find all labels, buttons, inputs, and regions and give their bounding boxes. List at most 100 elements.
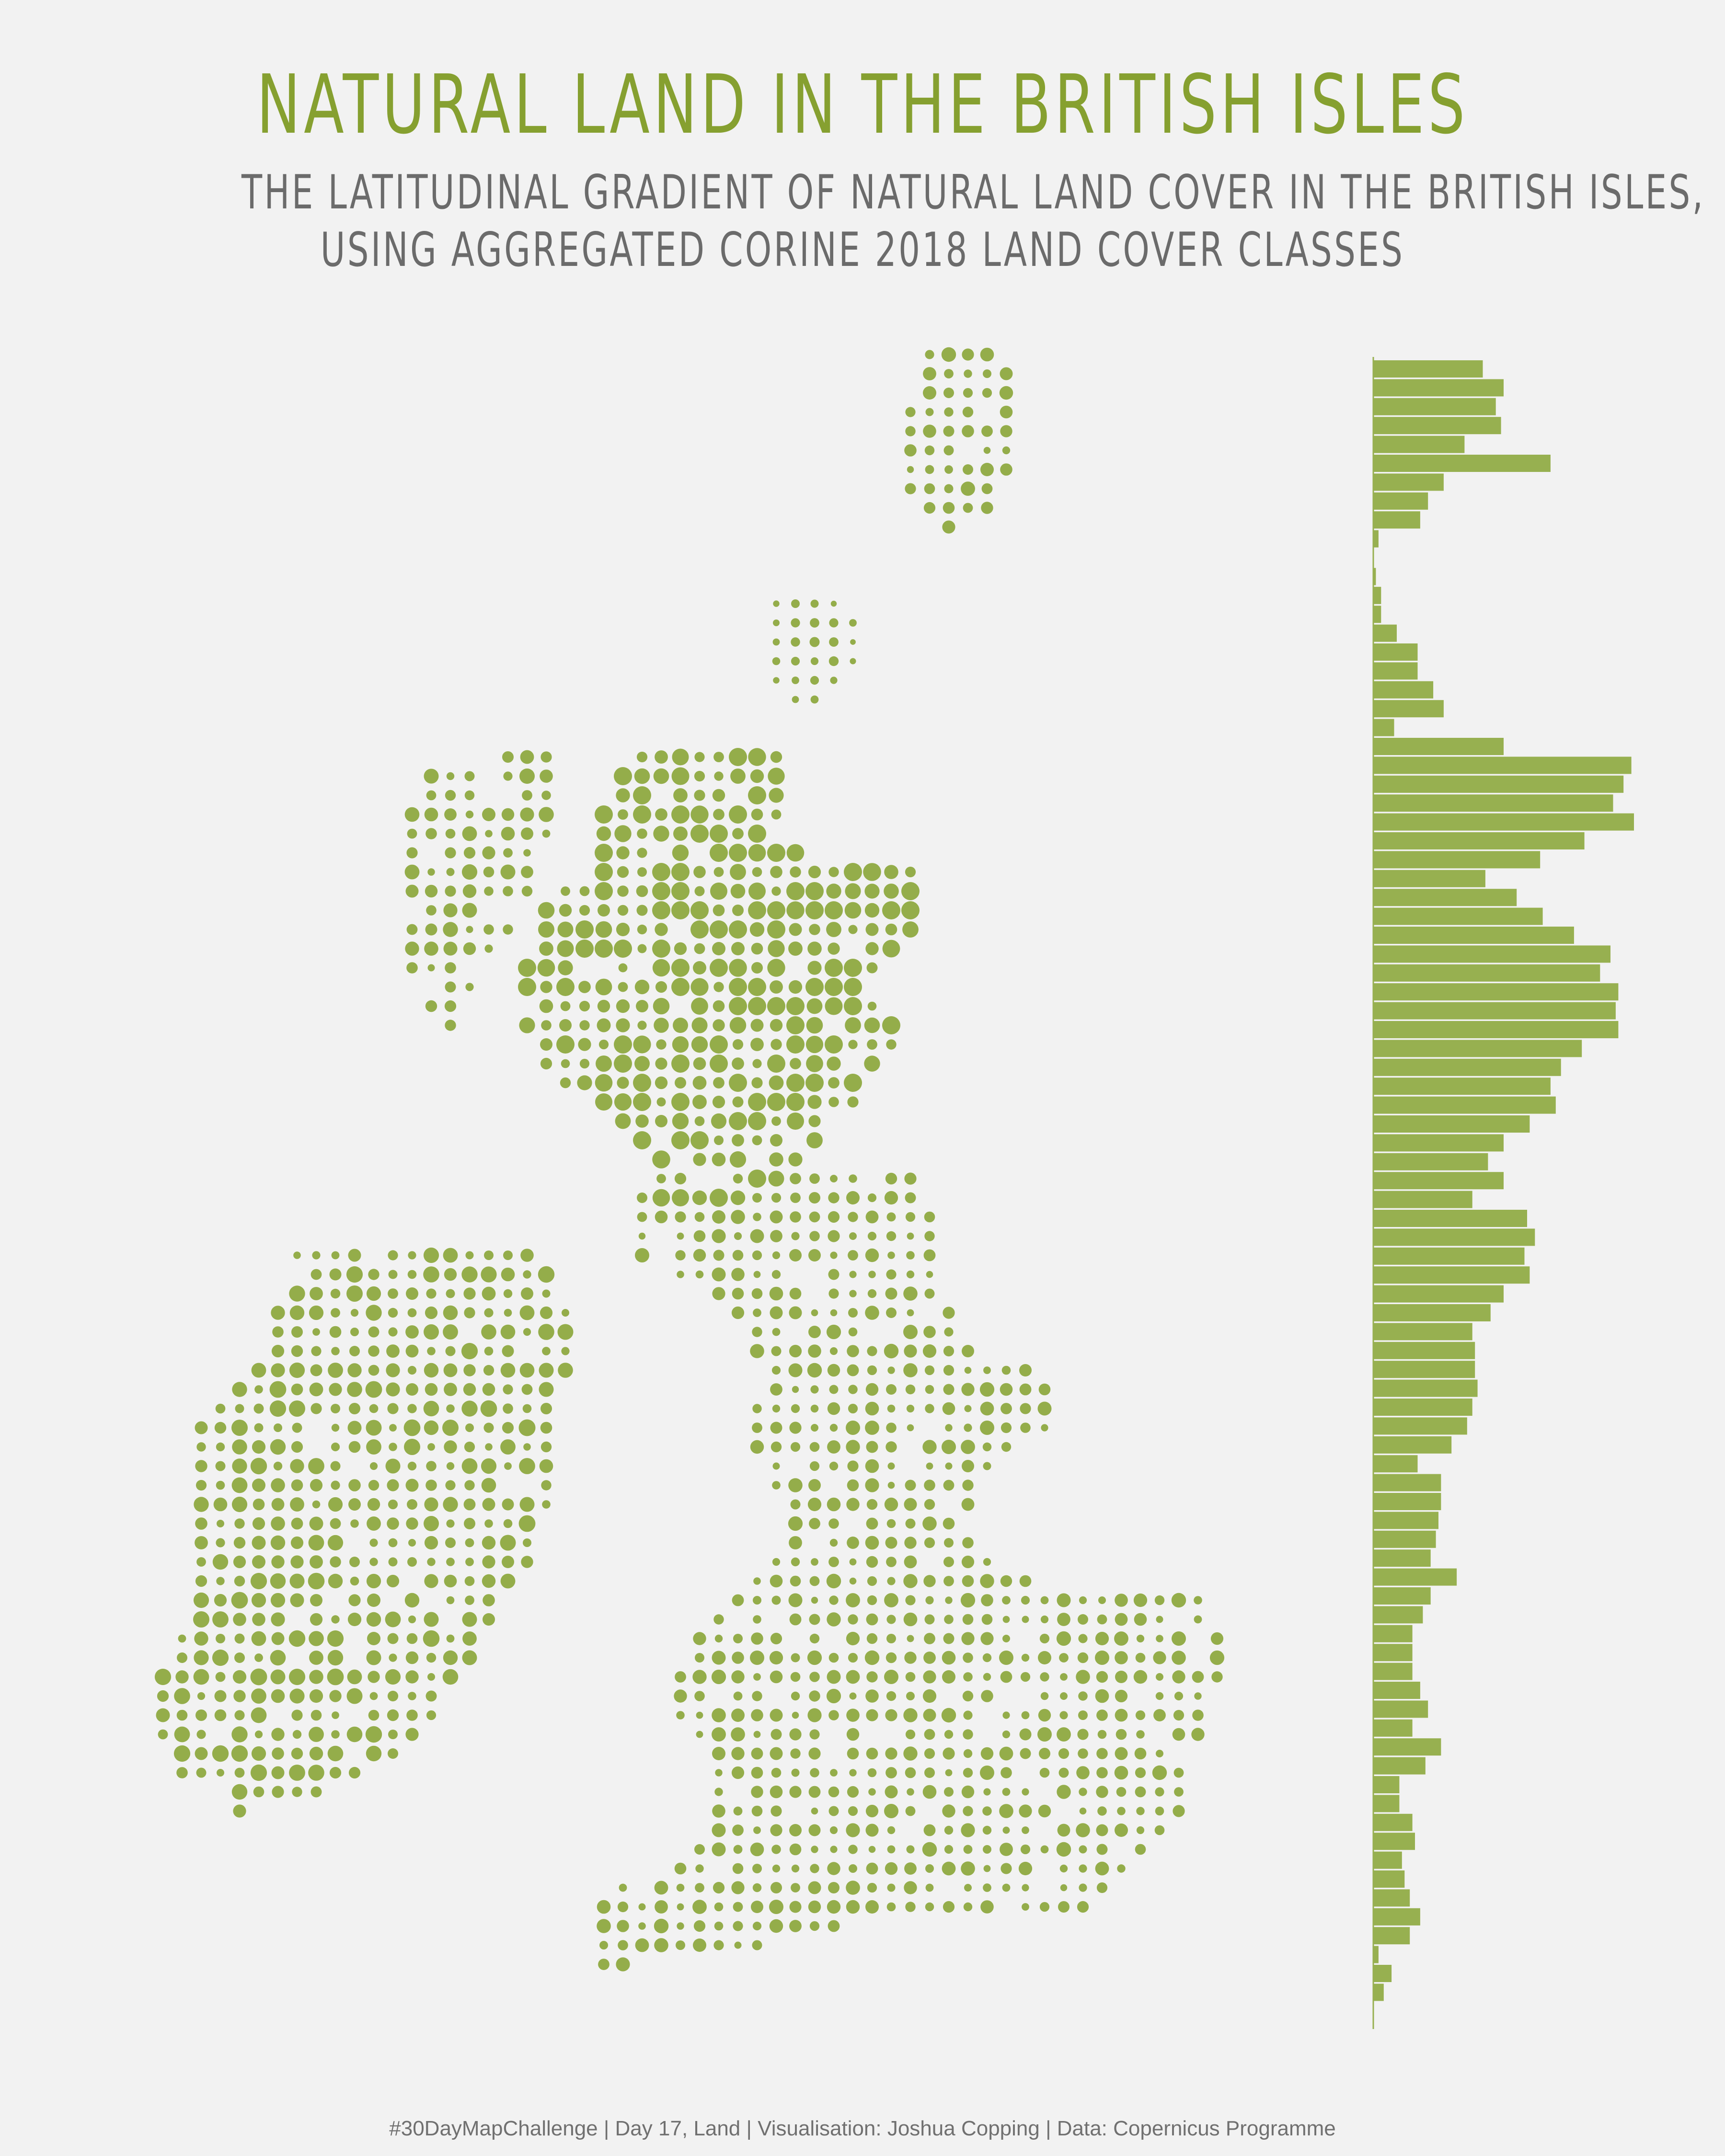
land-dot: [502, 1345, 514, 1357]
land-dot: [887, 1366, 895, 1374]
land-dot: [809, 924, 820, 935]
land-dot: [330, 1461, 341, 1471]
land-dot: [173, 1745, 191, 1762]
land-dot: [924, 445, 935, 456]
land-dot: [482, 1383, 495, 1396]
land-dot: [809, 1672, 820, 1682]
land-dot: [828, 1786, 840, 1798]
land-dot: [271, 1728, 285, 1741]
land-dot: [595, 940, 613, 958]
land-dot: [562, 1309, 569, 1317]
land-dot: [1134, 1747, 1147, 1760]
land-dot: [251, 1631, 266, 1646]
caption: #30DayMapChallenge | Day 17, Land | Visu…: [389, 2117, 1336, 2140]
land-dot: [827, 1056, 841, 1071]
land-dot: [695, 1883, 704, 1892]
land-dot: [178, 1634, 186, 1643]
land-dot: [269, 1381, 287, 1398]
land-dot: [389, 1443, 397, 1451]
land-dot: [652, 863, 670, 881]
land-dot: [464, 1518, 475, 1529]
land-dot: [805, 978, 824, 996]
land-dot: [1155, 1806, 1164, 1816]
land-dot: [945, 1462, 953, 1470]
land-dot: [1037, 1401, 1052, 1416]
land-dot: [903, 1286, 918, 1301]
land-dot: [616, 1018, 630, 1032]
land-dot: [829, 1538, 838, 1547]
land-dot: [614, 1093, 632, 1111]
land-dot: [462, 1650, 477, 1665]
land-dot: [789, 1249, 802, 1261]
land-dot: [809, 1442, 820, 1452]
land-dot: [310, 1287, 323, 1300]
land-dot: [291, 1517, 303, 1530]
latitude-bar: [1373, 1266, 1530, 1284]
land-dot: [671, 805, 690, 824]
land-dot: [850, 658, 856, 665]
land-dot: [923, 1651, 936, 1664]
latitude-bar: [1373, 1682, 1420, 1699]
latitude-bar: [1373, 738, 1504, 755]
land-dot: [538, 921, 554, 938]
land-dot: [904, 1555, 917, 1569]
land-dot: [768, 768, 785, 785]
land-dot: [157, 1690, 169, 1702]
land-dot: [386, 1382, 400, 1397]
land-dot: [368, 1345, 380, 1357]
land-dot: [752, 1422, 762, 1433]
land-dot: [288, 1668, 306, 1686]
land-dot: [194, 1650, 209, 1665]
land-dot: [828, 1211, 840, 1223]
latitude-bar: [1373, 889, 1517, 906]
land-dot: [902, 921, 919, 938]
land-dot: [368, 1365, 380, 1376]
land-dot: [981, 1614, 993, 1625]
land-dot: [770, 1882, 782, 1893]
land-dot: [809, 1921, 820, 1931]
land-dot: [769, 788, 784, 803]
land-dot: [963, 1729, 973, 1740]
land-dot: [961, 1785, 975, 1799]
land-dot: [944, 1787, 954, 1797]
land-dot: [407, 1270, 417, 1279]
land-dot: [424, 768, 439, 784]
land-dot: [443, 1497, 458, 1512]
land-dot: [653, 826, 669, 842]
land-dot: [772, 657, 781, 665]
latitude-bar: [1373, 1436, 1452, 1454]
land-dot: [864, 1017, 880, 1033]
land-dot: [809, 1173, 820, 1184]
land-dot: [231, 1745, 248, 1762]
land-dot: [767, 901, 785, 919]
land-dot: [729, 844, 747, 862]
land-dot: [483, 1422, 494, 1433]
land-dot: [788, 1593, 803, 1607]
land-dot: [845, 883, 861, 899]
land-dot: [867, 1576, 877, 1586]
land-dot: [792, 677, 799, 684]
land-dot: [1022, 1616, 1029, 1623]
land-dot: [575, 940, 594, 958]
land-dot: [271, 1689, 285, 1703]
land-dot: [463, 1498, 476, 1511]
land-dot: [751, 1786, 763, 1798]
land-dot: [731, 1709, 745, 1722]
land-dot: [923, 424, 936, 438]
land-dot: [443, 922, 458, 937]
land-dot: [596, 826, 611, 841]
land-dot: [770, 751, 782, 763]
land-dot: [846, 1728, 860, 1741]
land-dot: [731, 1306, 745, 1319]
land-dot: [542, 1347, 551, 1355]
land-dot: [905, 1729, 916, 1740]
land-dot: [445, 847, 456, 859]
land-dot: [618, 1940, 628, 1950]
land-dot: [426, 1710, 437, 1720]
land-dot: [636, 885, 648, 897]
land-dot: [329, 1766, 342, 1779]
land-dot: [195, 1460, 207, 1472]
land-dot: [542, 1289, 551, 1298]
land-dot: [943, 445, 954, 456]
land-dot: [810, 695, 819, 704]
